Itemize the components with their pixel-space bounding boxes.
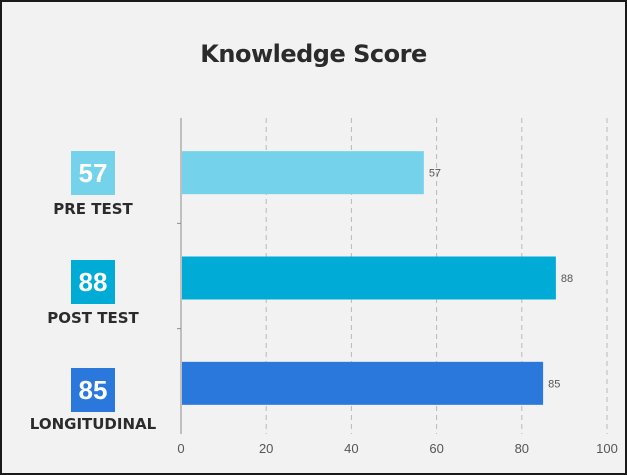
chart-title: Knowledge Score xyxy=(200,40,427,68)
data-label-longitudinal: 85 xyxy=(548,378,560,390)
bar-pre-test xyxy=(182,151,424,195)
badge-post-test: 88 xyxy=(71,260,115,304)
x-tick-label-20: 20 xyxy=(259,441,273,456)
badge-longitudinal: 85 xyxy=(71,368,115,412)
x-tick-label-60: 60 xyxy=(429,441,443,456)
x-tick-label-100: 100 xyxy=(596,441,618,456)
bar-post-test xyxy=(182,256,556,300)
bar-longitudinal xyxy=(182,361,544,405)
x-tick-label-80: 80 xyxy=(515,441,529,456)
category-label-post-test: POST TEST xyxy=(47,309,139,327)
badge-pre-test: 57 xyxy=(71,151,115,195)
data-label-pre-test: 57 xyxy=(429,168,441,180)
category-label-longitudinal: LONGITUDINAL xyxy=(29,415,157,433)
x-tick-label-0: 0 xyxy=(177,441,184,456)
category-label-pre-test: PRE TEST xyxy=(53,200,133,218)
x-tick-label-40: 40 xyxy=(344,441,358,456)
data-label-post-test: 88 xyxy=(561,273,573,285)
